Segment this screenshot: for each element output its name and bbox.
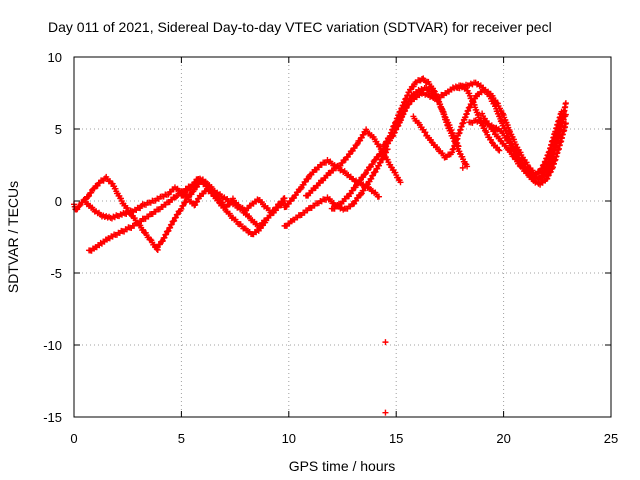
data-point — [396, 118, 403, 125]
data-point — [403, 104, 410, 111]
data-point — [398, 114, 405, 121]
y-tick-label: 5 — [55, 122, 62, 137]
x-tick-label: 0 — [70, 431, 77, 446]
data-point — [167, 224, 174, 231]
data-point — [171, 217, 178, 224]
data-point — [165, 227, 172, 234]
data-point — [183, 199, 190, 206]
data-point — [163, 231, 170, 238]
data-point — [400, 111, 407, 118]
data-point — [281, 198, 288, 204]
data-point — [357, 191, 364, 198]
data-point — [544, 175, 551, 182]
y-tick-label: -10 — [43, 338, 62, 353]
data-point — [497, 137, 504, 144]
series-track-4 — [152, 176, 269, 251]
data-point — [382, 141, 389, 148]
data-point — [495, 146, 502, 153]
data-point — [88, 189, 95, 196]
data-point — [402, 107, 409, 114]
data-points — [71, 75, 569, 416]
y-tick-label: 10 — [48, 50, 62, 65]
data-point — [372, 168, 379, 175]
data-point — [368, 175, 375, 182]
data-point — [394, 121, 401, 128]
data-point — [379, 147, 386, 154]
data-point — [562, 100, 569, 107]
x-tick-label: 5 — [178, 431, 185, 446]
data-point — [194, 198, 201, 205]
data-point — [428, 139, 435, 146]
data-point — [560, 116, 567, 123]
data-point — [541, 168, 548, 175]
x-tick-label: 25 — [604, 431, 618, 446]
x-tick-label: 10 — [282, 431, 296, 446]
data-point — [422, 129, 429, 136]
data-point — [161, 234, 168, 241]
data-point — [370, 172, 377, 179]
data-point — [362, 171, 369, 178]
series-outliers — [382, 160, 468, 416]
data-point — [297, 185, 304, 192]
y-tick-label: -15 — [43, 410, 62, 425]
data-point — [383, 138, 390, 145]
data-point — [353, 142, 360, 149]
data-point — [147, 236, 154, 243]
x-tick-label: 15 — [389, 431, 403, 446]
data-point — [397, 179, 404, 186]
plot-frame — [73, 56, 612, 418]
data-point — [86, 192, 93, 199]
data-point — [174, 211, 181, 218]
axis-ticks — [73, 56, 612, 418]
grid — [74, 57, 611, 417]
data-point — [192, 201, 199, 208]
data-point — [74, 206, 81, 213]
y-tick-label: -5 — [50, 266, 62, 281]
data-point — [376, 193, 383, 200]
data-point — [461, 160, 468, 167]
data-point — [382, 339, 389, 346]
x-axis-label: GPS time / hours — [289, 458, 396, 474]
data-point — [376, 162, 383, 169]
series-track-7 — [281, 146, 391, 229]
data-point — [382, 409, 389, 416]
series-track-15 — [466, 111, 569, 182]
data-point — [459, 164, 466, 171]
data-point — [562, 111, 569, 118]
data-point — [377, 159, 384, 166]
data-point — [84, 193, 91, 200]
data-point — [545, 172, 552, 179]
series-track-5 — [178, 175, 288, 231]
data-point — [430, 87, 437, 94]
y-tick-label: 0 — [55, 194, 62, 209]
data-point — [159, 237, 166, 244]
y-tick-labels: -15 -10 -5 0 5 10 — [43, 50, 62, 425]
data-point — [168, 221, 175, 228]
data-point — [537, 175, 544, 182]
x-tick-labels: 0 5 10 15 20 25 — [70, 431, 618, 446]
data-point — [547, 168, 554, 175]
data-point — [557, 122, 564, 129]
data-point — [538, 172, 545, 179]
data-point — [216, 199, 223, 206]
data-point — [172, 214, 179, 221]
data-point — [496, 147, 503, 154]
data-point — [180, 202, 187, 209]
chart-title: Day 011 of 2021, Sidereal Day-to-day VTE… — [48, 19, 552, 35]
data-point — [178, 205, 185, 212]
data-point — [76, 203, 83, 210]
data-point — [523, 166, 530, 173]
data-point — [559, 119, 566, 126]
y-axis-label: SDTVAR / TECUs — [5, 181, 21, 293]
series-track-2 — [81, 184, 288, 222]
data-point — [488, 139, 495, 146]
x-tick-label: 20 — [496, 431, 510, 446]
